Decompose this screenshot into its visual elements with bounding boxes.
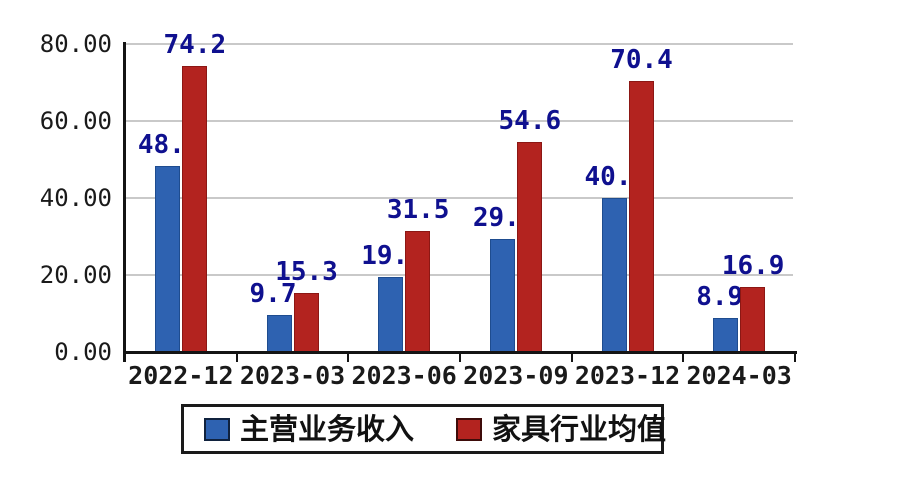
bar-industry-average <box>516 141 542 352</box>
axis-tick <box>124 352 126 362</box>
x-tick-label: 2023-06 <box>351 361 457 390</box>
bar-label-main-revenue: 48. <box>137 129 185 160</box>
bar-main-revenue <box>266 314 292 352</box>
axis-tick <box>794 352 796 362</box>
legend-item-main-revenue: 主营业务收入 <box>204 413 414 445</box>
legend-label-industry-average: 家具行业均值 <box>492 412 667 446</box>
y-tick-label: 20.00 <box>39 261 112 289</box>
bar-industry-average <box>405 230 431 352</box>
gridline <box>125 197 793 199</box>
bar-main-revenue <box>154 165 180 352</box>
bar-label-industry-average: 16.9 <box>721 250 785 281</box>
axis-tick <box>459 352 461 362</box>
bar-label-industry-average: 74.2 <box>163 30 227 61</box>
y-axis-line <box>123 42 126 362</box>
x-tick-label: 2023-03 <box>239 361 346 390</box>
y-tick-label: 40.00 <box>39 184 112 212</box>
bar-label-industry-average: 70.4 <box>610 44 673 75</box>
x-tick-label: 2023-12 <box>574 361 681 390</box>
legend-swatch-blue <box>204 417 230 441</box>
bar-label-main-revenue: 19. <box>361 240 409 271</box>
y-tick-label: 0.00 <box>54 338 112 366</box>
bar-label-main-revenue: 40. <box>584 161 632 192</box>
x-tick-label: 2023-09 <box>463 361 569 390</box>
x-tick-label: 2024-03 <box>686 361 792 390</box>
bar-industry-average <box>293 293 319 352</box>
axis-tick <box>347 352 350 362</box>
legend: 主营业务收入 家具行业均值 <box>181 404 666 454</box>
gridline <box>125 120 793 122</box>
axis-tick <box>235 352 238 362</box>
bar-main-revenue <box>601 197 627 352</box>
axis-tick <box>682 352 685 362</box>
bar-industry-average <box>740 286 766 352</box>
bar-label-main-revenue: 9.7 <box>249 278 297 309</box>
bar-industry-average <box>628 80 654 352</box>
bar-label-industry-average: 15.3 <box>275 257 338 288</box>
bar-label-industry-average: 54.6 <box>498 105 562 136</box>
legend-item-industry-average: 家具行业均值 <box>456 413 666 445</box>
bar-industry-average <box>181 66 207 352</box>
gridline <box>125 43 793 45</box>
axis-tick <box>570 352 573 362</box>
bar-main-revenue <box>378 276 404 352</box>
legend-label-main-revenue: 主营业务收入 <box>240 412 415 446</box>
y-tick-label: 80.00 <box>39 30 112 58</box>
bar-main-revenue <box>713 317 739 352</box>
bar-label-industry-average: 31.5 <box>386 194 450 225</box>
legend-swatch-red <box>456 417 483 441</box>
y-tick-label: 60.00 <box>39 107 112 135</box>
gridline <box>125 274 793 276</box>
bar-label-main-revenue: 29. <box>472 202 520 233</box>
x-tick-label: 2022-12 <box>128 361 234 390</box>
bar-main-revenue <box>489 238 515 352</box>
bar-label-main-revenue: 8.9 <box>696 281 744 312</box>
